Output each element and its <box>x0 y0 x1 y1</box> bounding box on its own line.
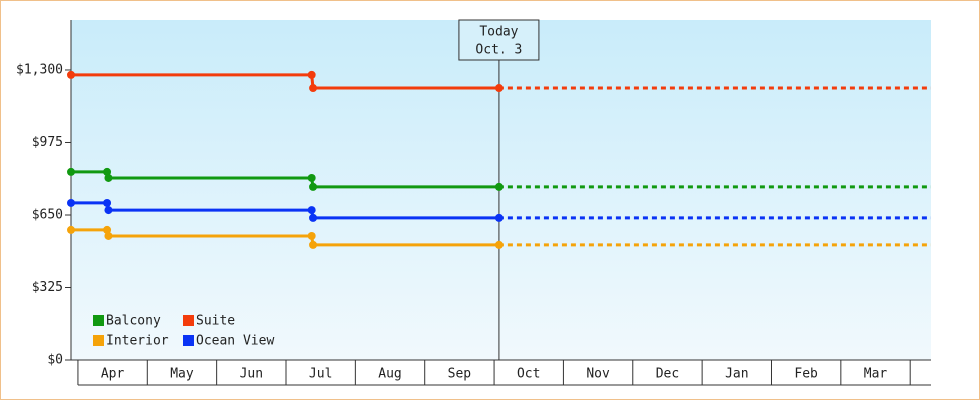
point <box>67 198 75 207</box>
y-tick-label: $325 <box>32 280 63 295</box>
legend-swatch <box>93 315 104 326</box>
x-tick-label: May <box>170 367 194 382</box>
series-line <box>71 228 499 247</box>
series-line <box>71 170 499 189</box>
series-line <box>71 201 499 220</box>
legend-label: Suite <box>196 314 235 329</box>
x-tick-label: Jun <box>240 367 263 382</box>
point <box>309 213 318 222</box>
point <box>103 198 112 207</box>
point <box>494 240 503 249</box>
point <box>104 206 113 215</box>
series-line <box>71 73 499 90</box>
y-tick-label: $975 <box>32 135 63 150</box>
x-tick-label: Sep <box>448 367 472 382</box>
x-tick-label: Jan <box>725 367 748 382</box>
point <box>67 167 75 176</box>
x-tick-label: Nov <box>586 367 610 382</box>
x-tick-label: Oct <box>517 367 540 382</box>
legend-label: Interior <box>106 334 169 349</box>
x-tick-label: Jul <box>309 367 332 382</box>
point <box>103 167 112 176</box>
x-tick-label: Mar <box>864 367 888 382</box>
point <box>104 231 113 240</box>
point <box>309 84 318 93</box>
today-box <box>458 19 540 61</box>
point <box>307 206 316 215</box>
point <box>494 84 503 93</box>
point <box>67 70 75 79</box>
point <box>103 225 112 234</box>
y-tick-label: $650 <box>32 207 63 222</box>
point <box>67 225 75 234</box>
point <box>494 182 503 191</box>
point <box>307 173 316 182</box>
point <box>307 231 316 240</box>
y-tick-label: $1,300 <box>16 62 63 77</box>
legend-swatch <box>183 315 194 326</box>
today-label: Today <box>479 25 518 40</box>
x-tick-label: Dec <box>656 367 679 382</box>
x-tick-label: Feb <box>794 367 818 382</box>
point <box>309 240 318 249</box>
today-date: Oct. 3 <box>475 43 522 58</box>
point <box>309 182 318 191</box>
legend-label: Ocean View <box>196 334 274 349</box>
x-tick-label: Aug <box>378 367 401 382</box>
point <box>307 70 316 79</box>
legend-swatch <box>93 335 104 346</box>
point <box>494 213 503 222</box>
y-tick-label: $0 <box>47 353 63 368</box>
point <box>104 173 113 182</box>
x-tick-label: Apr <box>101 367 125 382</box>
legend-swatch <box>183 335 194 346</box>
legend-label: Balcony <box>106 314 161 329</box>
